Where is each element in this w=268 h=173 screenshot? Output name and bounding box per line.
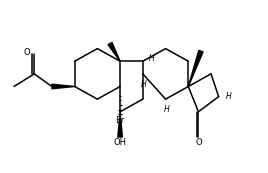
- Polygon shape: [108, 42, 120, 61]
- Text: H: H: [141, 80, 147, 89]
- Polygon shape: [188, 50, 203, 86]
- Text: Br: Br: [116, 116, 125, 125]
- Polygon shape: [52, 84, 75, 89]
- Text: O: O: [195, 138, 202, 147]
- Polygon shape: [118, 112, 122, 137]
- Text: OH: OH: [114, 138, 126, 147]
- Text: H: H: [148, 54, 154, 63]
- Text: O: O: [24, 48, 31, 57]
- Text: H: H: [226, 92, 232, 101]
- Text: H: H: [164, 106, 170, 115]
